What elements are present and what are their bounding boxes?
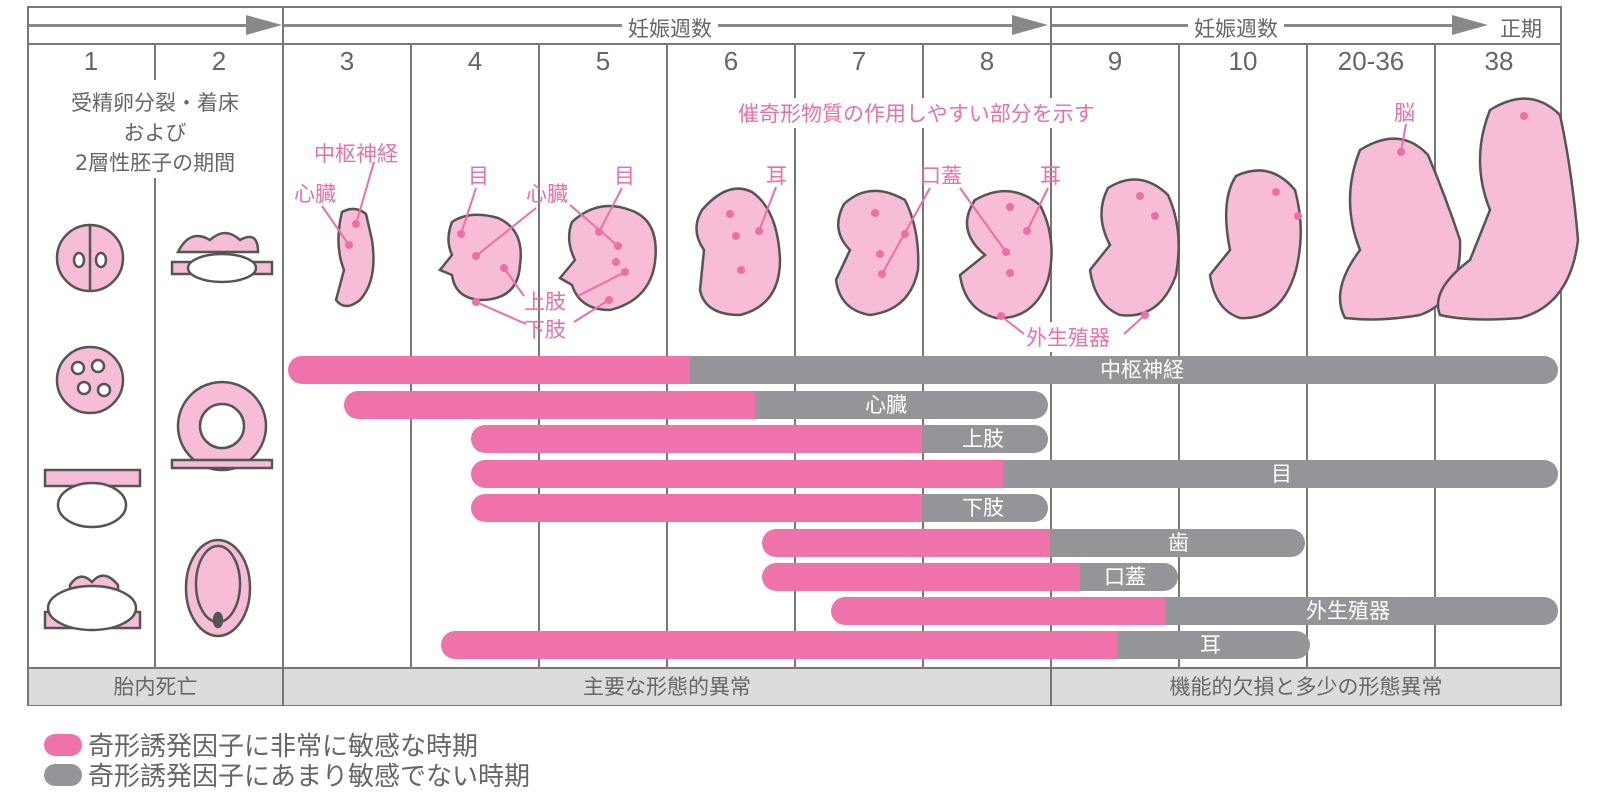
arrow-head-1: [246, 15, 282, 35]
callout-cns: 中枢神経: [314, 142, 398, 166]
sensitive-segment: [762, 563, 1080, 591]
week-8: 8: [979, 46, 995, 76]
early-period-line-1: 受精卵分裂・着床: [71, 91, 239, 115]
callout-ear-w8: 耳: [1040, 164, 1061, 188]
header-title-gestational-weeks: 妊娠週数: [622, 13, 718, 43]
callout-genitalia: 外生殖器: [1026, 322, 1110, 352]
grid-line-w1b: [154, 178, 156, 668]
sensitive-segment: [288, 356, 690, 384]
bar-label-genitalia: 外生殖器: [1306, 599, 1390, 623]
callout-eye-w4: 目: [468, 164, 489, 188]
callout-ear-w6: 耳: [766, 164, 787, 188]
bar-genitalia: 外生殖器: [831, 597, 1558, 625]
bar-label-cns: 中枢神経: [1100, 358, 1184, 382]
band-intrauterine-death: 胎内死亡: [29, 669, 282, 705]
bottom-band-divider: [27, 667, 1562, 669]
sensitive-segment: [831, 597, 1166, 625]
week-4: 4: [467, 46, 483, 76]
header-sep-1: [282, 6, 284, 706]
week-6: 6: [723, 46, 739, 76]
legend-item-sensitive: 奇形誘発因子に非常に敏感な時期: [44, 726, 478, 763]
bar-palate: 口蓋: [762, 563, 1178, 591]
bar-label-upper-limb: 上肢: [962, 427, 1004, 451]
less-sensitive-segment: 上肢: [922, 425, 1048, 453]
less-sensitive-segment: 下肢: [922, 494, 1048, 522]
early-period-line-3: 2層性胚子の期間: [74, 151, 236, 175]
less-sensitive-segment: 耳: [1118, 631, 1310, 659]
legend-swatch-pink: [44, 733, 82, 756]
bar-lower-limb: 下肢: [471, 494, 1048, 522]
bar-upper-limb: 上肢: [471, 425, 1048, 453]
legend-swatch-gray: [44, 763, 82, 786]
sensitive-segment: [441, 631, 1118, 659]
less-sensitive-segment: 歯: [1050, 529, 1305, 557]
early-period-label: 受精卵分裂・着床 および 2層性胚子の期間: [40, 88, 270, 178]
chart-frame: [27, 6, 1562, 706]
arrow-head-2: [1012, 15, 1048, 35]
week-1: 1: [83, 46, 99, 76]
less-sensitive-segment: 目: [1003, 460, 1558, 488]
week-3: 3: [339, 46, 355, 76]
callout-heart-w4: 心臓: [526, 182, 568, 206]
week-20-36: 20-36: [1337, 46, 1405, 76]
less-sensitive-segment: 心臓: [755, 391, 1048, 419]
bar-label-lower-limb: 下肢: [962, 496, 1004, 520]
bar-eye: 目: [471, 460, 1558, 488]
week-7: 7: [851, 46, 867, 76]
band-major-malformations: 主要な形態的異常: [284, 669, 1050, 705]
week-2: 2: [211, 46, 227, 76]
arrow-head-3: [1452, 15, 1488, 35]
sensitive-segment: [471, 494, 922, 522]
week-9: 9: [1107, 46, 1123, 76]
callout-eye-w5: 目: [614, 164, 635, 188]
annotation-title: 催奇形物質の作用しやすい部分を示す: [734, 98, 1099, 128]
bar-label-teeth: 歯: [1168, 531, 1189, 555]
bar-ear: 耳: [441, 631, 1310, 659]
legend-label-sensitive: 奇形誘発因子に非常に敏感な時期: [88, 732, 479, 762]
less-sensitive-segment: 中枢神経: [690, 356, 1558, 384]
less-sensitive-segment: 口蓋: [1080, 563, 1178, 591]
legend-label-less-sensitive: 奇形誘発因子にあまり敏感でない時期: [88, 762, 531, 792]
callout-brain: 脳: [1394, 101, 1415, 125]
sensitive-segment: [471, 460, 1003, 488]
week-10: 10: [1228, 46, 1258, 76]
callout-heart-w3: 心臓: [294, 182, 336, 206]
week-38: 38: [1484, 46, 1514, 76]
bar-label-eye: 目: [1271, 462, 1292, 486]
bar-heart: 心臓: [344, 391, 1048, 419]
band-functional-defects: 機能的欠損と多少の形態異常: [1052, 669, 1560, 705]
grid-line-w1: [154, 44, 156, 80]
bar-teeth: 歯: [762, 529, 1305, 557]
header-title-gestational-weeks-2: 妊娠週数: [1188, 13, 1284, 43]
less-sensitive-segment: 外生殖器: [1166, 597, 1558, 625]
callout-palate: 口蓋: [920, 164, 962, 188]
bar-label-ear: 耳: [1200, 633, 1221, 657]
bar-cns: 中枢神経: [288, 356, 1558, 384]
term-label: 正期: [1494, 13, 1548, 43]
bar-label-heart: 心臓: [865, 393, 907, 417]
early-period-line-2: および: [123, 121, 187, 145]
sensitive-segment: [471, 425, 922, 453]
arrow-line-1: [29, 24, 251, 27]
week-5: 5: [595, 46, 611, 76]
legend-item-less-sensitive: 奇形誘発因子にあまり敏感でない時期: [44, 756, 530, 793]
bar-label-palate: 口蓋: [1104, 565, 1146, 589]
sensitive-segment: [344, 391, 755, 419]
callout-lower-limb: 下肢: [524, 318, 566, 342]
sensitive-segment: [762, 529, 1050, 557]
callout-upper-limb: 上肢: [524, 290, 566, 314]
